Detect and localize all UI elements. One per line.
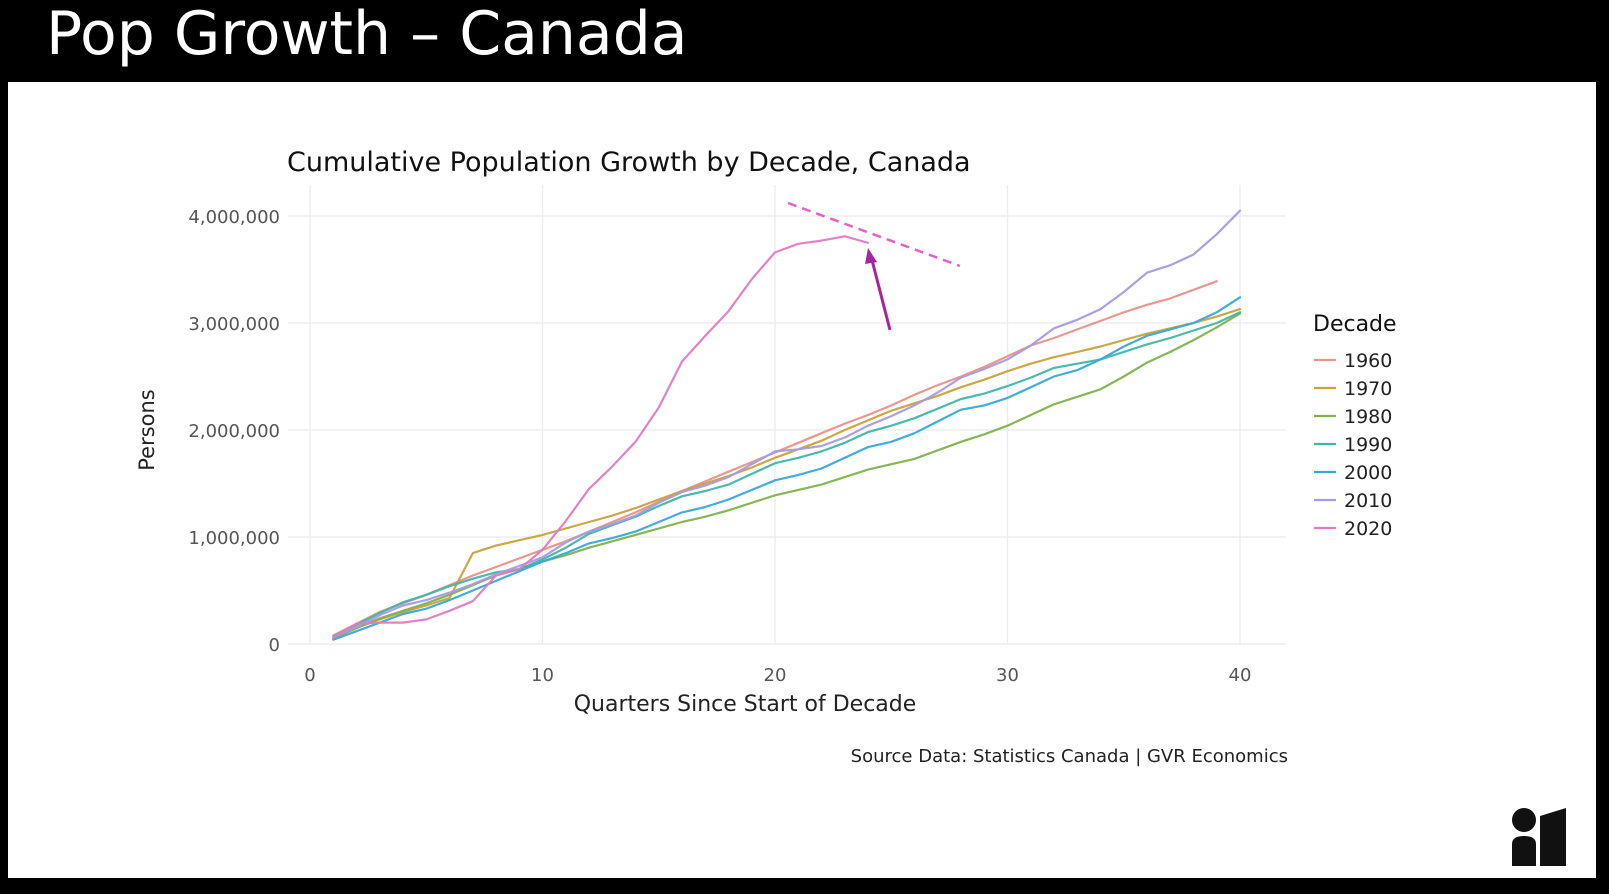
x-tick-label: 0 xyxy=(304,665,315,686)
annotation-arrow-head xyxy=(865,248,877,264)
x-tick-label: 20 xyxy=(764,665,787,686)
grid xyxy=(288,185,1286,645)
annotation-overlay xyxy=(787,201,961,331)
legend-label-1990: 1990 xyxy=(1344,434,1392,456)
source-note: Source Data: Statistics Canada | GVR Eco… xyxy=(851,746,1288,767)
series-line-2000 xyxy=(332,296,1242,641)
y-axis-ticks: 0 1,000,000 2,000,000 3,000,000 4,000,000 xyxy=(188,207,280,656)
y-axis-label: Persons xyxy=(135,389,159,471)
series-lines xyxy=(332,209,1242,641)
annotation-arrow-shaft xyxy=(870,259,892,331)
series-line-1980 xyxy=(332,312,1242,640)
trend-dashed-line xyxy=(787,201,961,268)
y-tick-label: 2,000,000 xyxy=(188,421,280,442)
series-line-1990 xyxy=(332,311,1242,638)
y-tick-label: 1,000,000 xyxy=(188,528,280,549)
x-tick-label: 40 xyxy=(1229,665,1252,686)
population-growth-chart: Cumulative Population Growth by Decade, … xyxy=(135,147,1397,767)
x-axis-ticks: 0 10 20 30 40 xyxy=(304,665,1251,686)
x-tick-label: 30 xyxy=(996,665,1019,686)
chart-title: Cumulative Population Growth by Decade, … xyxy=(287,147,971,178)
y-tick-label: 0 xyxy=(269,635,280,656)
series-line-2020 xyxy=(332,235,870,639)
legend-label-2020: 2020 xyxy=(1344,518,1392,540)
x-axis-label: Quarters Since Start of Decade xyxy=(574,692,917,717)
legend-label-2010: 2010 xyxy=(1344,490,1392,512)
legend-label-1960: 1960 xyxy=(1344,350,1392,372)
series-line-1970 xyxy=(332,308,1242,639)
legend-label-1980: 1980 xyxy=(1344,406,1392,428)
legend-label-1970: 1970 xyxy=(1344,378,1392,400)
y-tick-label: 4,000,000 xyxy=(188,207,280,228)
brand-logo-icon xyxy=(1512,808,1566,866)
slide-title: Pop Growth – Canada xyxy=(46,0,688,69)
x-tick-label: 10 xyxy=(531,665,554,686)
legend-label-2000: 2000 xyxy=(1344,462,1392,484)
legend: 1960 1970 1980 1990 2000 2010 2020 xyxy=(1314,350,1392,540)
legend-title: Decade xyxy=(1313,312,1397,337)
series-line-2010 xyxy=(332,209,1242,639)
chart-panel: Cumulative Population Growth by Decade, … xyxy=(8,82,1596,878)
y-tick-label: 3,000,000 xyxy=(188,314,280,335)
